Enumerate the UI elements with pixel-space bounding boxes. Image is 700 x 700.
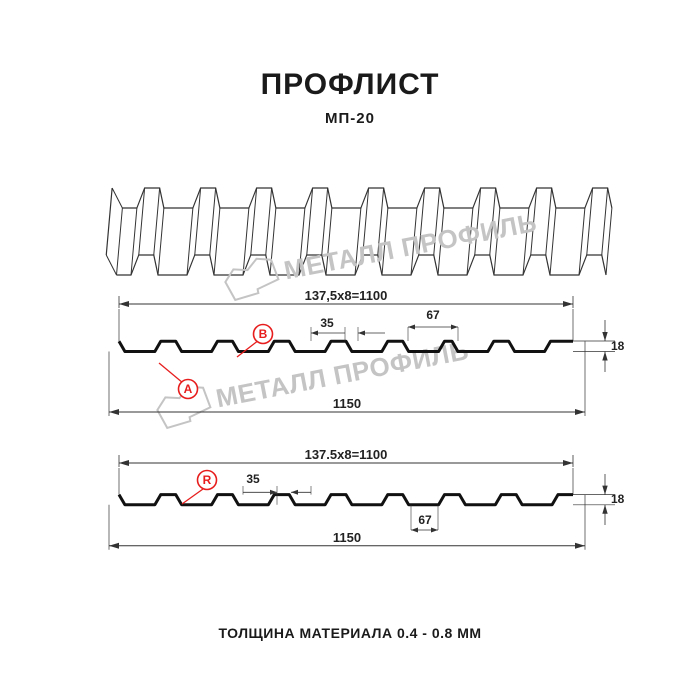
- svg-text:35: 35: [246, 472, 260, 486]
- svg-text:1150: 1150: [333, 530, 361, 545]
- svg-text:R: R: [203, 473, 212, 487]
- svg-text:18: 18: [611, 492, 625, 506]
- svg-text:137.5x8=1100: 137.5x8=1100: [305, 447, 388, 462]
- svg-text:67: 67: [418, 513, 432, 527]
